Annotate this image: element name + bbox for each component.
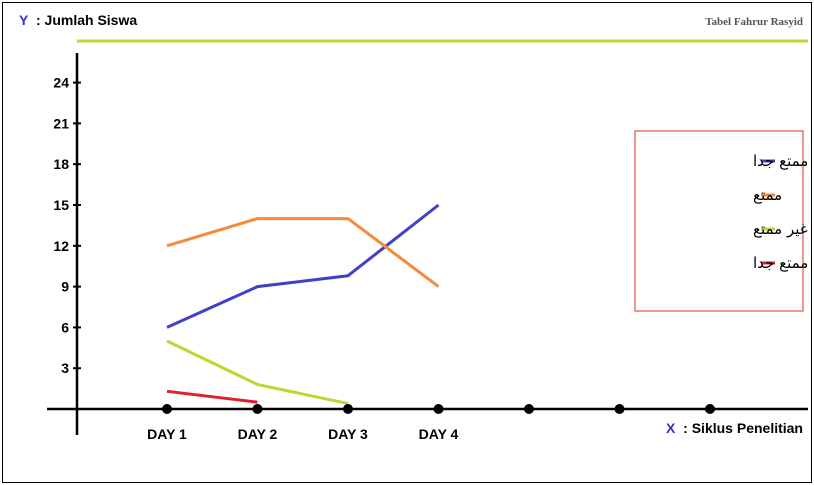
legend-label: ممتع bbox=[753, 186, 782, 204]
x-markers bbox=[162, 404, 715, 414]
line-chart: Y : Jumlah Siswa Tabel Fahrur Rasyid X :… bbox=[19, 12, 811, 442]
x-axis-point-marker bbox=[162, 404, 172, 414]
x-tick-label: DAY 1 bbox=[147, 426, 187, 442]
x-axis-point-marker bbox=[433, 404, 444, 414]
legend-items: ممتع جدا ممتع غير ممتع غير ممتع جدا bbox=[753, 152, 811, 272]
x-axis-point-marker bbox=[524, 404, 534, 414]
y-tick-label: 15 bbox=[53, 197, 69, 213]
chart-credit: Tabel Fahrur Rasyid bbox=[705, 16, 803, 28]
y-axis-title: Y : Jumlah Siswa bbox=[19, 12, 137, 28]
series-lines bbox=[166, 203, 440, 406]
y-tick-label: 18 bbox=[53, 156, 69, 172]
x-tick-label: DAY 2 bbox=[238, 426, 278, 442]
series-line bbox=[166, 203, 440, 329]
x-axis-title: X : Siklus Penelitian bbox=[666, 420, 803, 436]
y-tick-label: 24 bbox=[53, 75, 69, 91]
series-line bbox=[166, 389, 258, 404]
x-tick-label: DAY 4 bbox=[419, 426, 459, 442]
y-tick-label: 9 bbox=[61, 279, 69, 295]
x-axis-prefix: X bbox=[666, 420, 676, 436]
legend-label: ممتع جدا bbox=[753, 152, 808, 170]
x-axis-point-marker bbox=[343, 404, 353, 414]
legend-label: غير ممتع جدا bbox=[753, 254, 811, 272]
x-axis-label: : Siklus Penelitian bbox=[683, 420, 803, 436]
y-tick-label: 6 bbox=[61, 319, 69, 335]
x-axis-point-marker bbox=[614, 404, 625, 414]
y-ticks: 3 6 9 12 15 18 21 24 bbox=[53, 75, 81, 376]
x-tick-label: DAY 3 bbox=[328, 426, 368, 442]
x-ticks: DAY 1 DAY 2 DAY 3 DAY 4 bbox=[147, 426, 458, 442]
series-line bbox=[166, 339, 349, 406]
x-axis-point-marker bbox=[252, 404, 263, 414]
legend-label: غير ممتع bbox=[753, 220, 808, 238]
y-axis-label: : Jumlah Siswa bbox=[36, 12, 137, 28]
series-line bbox=[166, 217, 440, 288]
y-tick-label: 21 bbox=[53, 115, 69, 131]
y-tick-label: 3 bbox=[61, 360, 69, 376]
x-axis-point-marker bbox=[705, 404, 715, 414]
y-tick-label: 12 bbox=[53, 238, 69, 254]
y-axis-prefix: Y bbox=[19, 12, 29, 28]
